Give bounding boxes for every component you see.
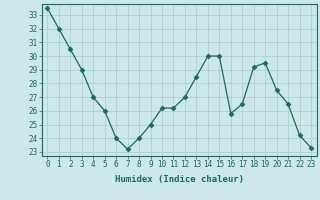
X-axis label: Humidex (Indice chaleur): Humidex (Indice chaleur) bbox=[115, 175, 244, 184]
